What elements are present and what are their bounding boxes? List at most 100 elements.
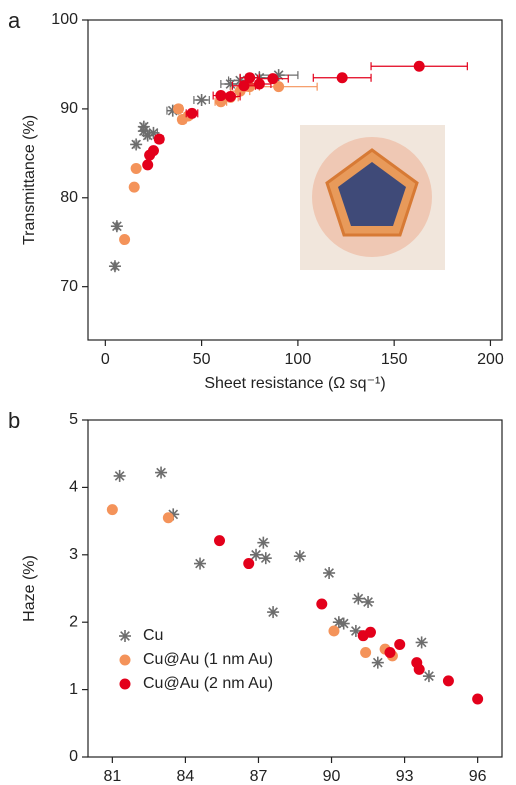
y-tick-label: 80 xyxy=(60,189,78,206)
data-point xyxy=(173,103,185,115)
x-tick-label: 84 xyxy=(177,768,195,785)
data-point xyxy=(155,466,168,479)
data-point xyxy=(371,656,384,669)
asterisk-stroke xyxy=(120,631,130,641)
y-tick-label: 3 xyxy=(69,546,78,563)
y-tick-label: 100 xyxy=(51,11,78,28)
legend-label: Cu@Au (2 nm Au) xyxy=(143,675,273,692)
data-point xyxy=(130,162,142,174)
plot-frame xyxy=(87,19,503,341)
data-point xyxy=(194,557,207,570)
data-point xyxy=(119,234,131,246)
asterisk-stroke xyxy=(372,657,383,668)
asterisk-stroke xyxy=(333,617,344,628)
data-point xyxy=(108,260,121,273)
asterisk-stroke xyxy=(338,618,349,629)
asterisk-stroke xyxy=(110,261,120,272)
asterisk-stroke xyxy=(416,637,427,648)
asterisk-stroke xyxy=(353,593,364,604)
plot-frame xyxy=(87,419,503,758)
asterisk-stroke xyxy=(225,79,236,89)
x-tick-label: 81 xyxy=(103,768,121,785)
data-point xyxy=(394,638,406,650)
data-point xyxy=(250,548,263,561)
data-point xyxy=(362,595,375,608)
y-axis-label: Haze (%) xyxy=(21,555,38,622)
asterisk-stroke xyxy=(363,597,373,607)
y-tick-label: 4 xyxy=(69,479,78,496)
y-tick-label: 0 xyxy=(69,748,78,765)
data-point xyxy=(293,550,306,563)
x-tick-label: 96 xyxy=(469,768,487,785)
data-point xyxy=(147,145,159,157)
data-point xyxy=(413,60,425,72)
data-point xyxy=(316,598,328,610)
x-tick-label: 150 xyxy=(381,351,408,368)
data-point xyxy=(243,558,255,570)
data-point xyxy=(442,675,454,687)
data-point xyxy=(113,469,126,482)
asterisk-stroke xyxy=(195,558,205,569)
inset-core xyxy=(338,162,406,226)
data-point xyxy=(238,80,250,92)
x-tick-label: 100 xyxy=(285,351,312,368)
asterisk-stroke xyxy=(131,139,142,150)
asterisk-stroke xyxy=(251,549,261,560)
asterisk-stroke xyxy=(295,551,305,562)
x-tick-label: 90 xyxy=(323,768,341,785)
data-point xyxy=(413,663,425,675)
y-tick-label: 90 xyxy=(60,100,78,117)
y-tick-label: 70 xyxy=(60,278,78,295)
data-point xyxy=(360,647,372,659)
data-point xyxy=(472,693,484,705)
data-point xyxy=(336,72,348,84)
data-point xyxy=(259,552,272,565)
data-point xyxy=(106,504,118,516)
legend-label: Cu@Au (1 nm Au) xyxy=(143,651,273,668)
data-point xyxy=(415,636,428,649)
data-point xyxy=(323,566,336,579)
y-axis-label: Transmittance (%) xyxy=(21,115,38,245)
data-point xyxy=(214,535,226,547)
data-point xyxy=(422,670,435,683)
data-point xyxy=(267,73,279,85)
legend-marker xyxy=(119,678,131,690)
data-point xyxy=(153,133,165,145)
x-tick-label: 87 xyxy=(250,768,268,785)
x-axis-label: Sheet resistance (Ω sq⁻¹) xyxy=(204,375,385,392)
x-tick-label: 93 xyxy=(396,768,414,785)
asterisk-stroke xyxy=(138,121,149,132)
data-point xyxy=(267,606,280,619)
asterisk-stroke xyxy=(424,671,434,681)
asterisk-stroke xyxy=(112,221,122,232)
y-tick-label: 2 xyxy=(69,613,78,630)
data-point xyxy=(142,159,154,171)
data-point xyxy=(364,626,376,638)
data-point xyxy=(337,617,350,630)
data-point xyxy=(352,592,365,605)
asterisk-stroke xyxy=(156,467,166,478)
data-point xyxy=(273,81,285,93)
data-point xyxy=(224,90,236,102)
data-point xyxy=(328,625,340,637)
y-tick-label: 5 xyxy=(69,411,78,428)
data-point xyxy=(137,120,150,133)
x-tick-label: 200 xyxy=(477,351,504,368)
data-point xyxy=(244,72,256,84)
x-tick-label: 50 xyxy=(193,351,211,368)
legend-marker xyxy=(119,630,131,642)
inset-image xyxy=(300,125,445,270)
asterisk-stroke xyxy=(351,626,361,636)
panel-label: a xyxy=(8,8,21,33)
data-point xyxy=(110,220,123,233)
asterisk-stroke xyxy=(148,128,159,138)
panel-label: b xyxy=(8,408,20,433)
legend-label: Cu xyxy=(143,627,163,644)
asterisk-stroke xyxy=(324,568,334,578)
data-point xyxy=(186,107,198,119)
data-point xyxy=(257,536,270,549)
data-point xyxy=(195,94,208,106)
data-point xyxy=(253,78,265,90)
